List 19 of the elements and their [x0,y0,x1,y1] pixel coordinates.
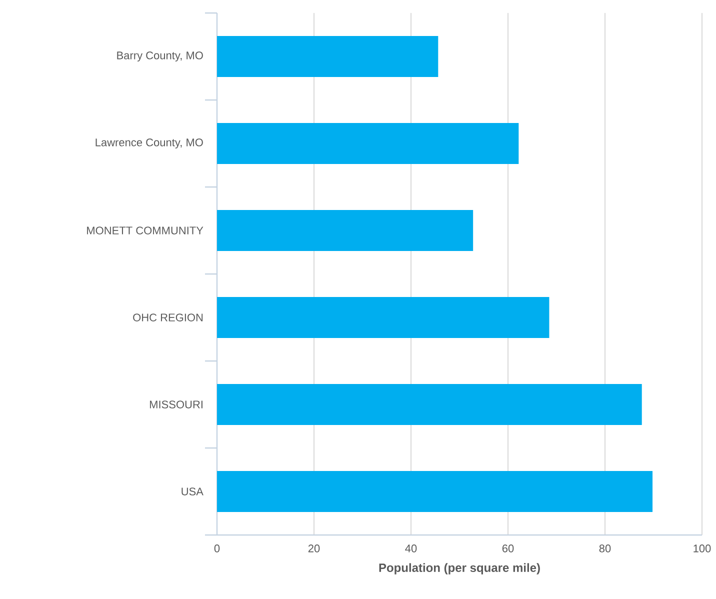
x-tick-label: 80 [599,544,611,552]
y-tick-label: Lawrence County, MO [96,138,203,148]
bar [217,470,653,512]
bar [217,123,519,164]
bar [217,296,550,338]
x-tick-label: 60 [502,544,514,552]
x-tick-label: 20 [308,544,320,552]
y-tick-label: MONETT COMMUNITY [87,226,204,234]
bar [217,384,642,425]
y-tick-label: OHC REGION [133,314,203,322]
y-tick-label: USA [182,488,204,496]
y-tick-label: Barry County, MO [117,52,203,62]
x-tick-label: 0 [214,544,220,552]
bar [217,36,438,77]
bar [217,210,474,251]
x-tick-label: 40 [405,544,417,552]
x-axis-title: Population (per square mile) [379,563,540,574]
y-tick-label: MISSOURI [150,400,202,408]
x-tick-label: 100 [694,544,711,552]
